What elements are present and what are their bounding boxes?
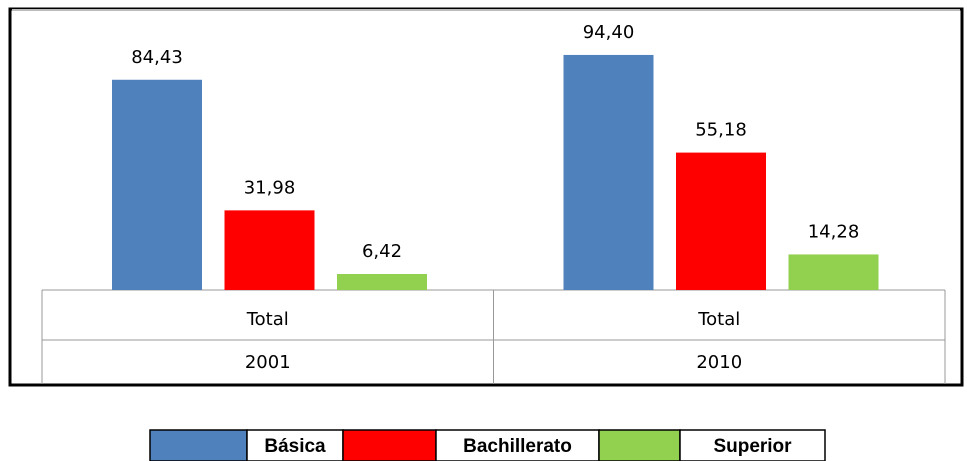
data-label: 31,98 bbox=[244, 177, 296, 198]
data-label: 6,42 bbox=[362, 241, 402, 262]
data-label: 84,43 bbox=[131, 47, 183, 68]
legend-swatch bbox=[598, 429, 681, 461]
data-label: 55,18 bbox=[695, 120, 747, 141]
data-label: 94,40 bbox=[583, 22, 635, 43]
chart-top-edge bbox=[12, 9, 960, 11]
legend-label: Bachillerato bbox=[463, 436, 572, 457]
x-tick-label: 2010 bbox=[696, 352, 742, 373]
bar bbox=[224, 210, 315, 290]
legend-cell bbox=[679, 429, 826, 461]
bar bbox=[337, 274, 427, 290]
legend-cell bbox=[435, 429, 600, 461]
legend-label: Superior bbox=[713, 436, 792, 457]
x-tick-label: 2001 bbox=[245, 352, 291, 373]
x-group-label: Total bbox=[697, 309, 740, 330]
bar bbox=[676, 152, 766, 290]
legend-label: Básica bbox=[264, 436, 326, 457]
bar bbox=[112, 79, 202, 290]
data-label: 14,28 bbox=[808, 221, 860, 242]
legend-swatch bbox=[149, 429, 248, 461]
bar bbox=[788, 254, 879, 290]
x-group-label: Total bbox=[246, 309, 289, 330]
bar bbox=[563, 54, 654, 290]
legend-swatch bbox=[342, 429, 437, 461]
